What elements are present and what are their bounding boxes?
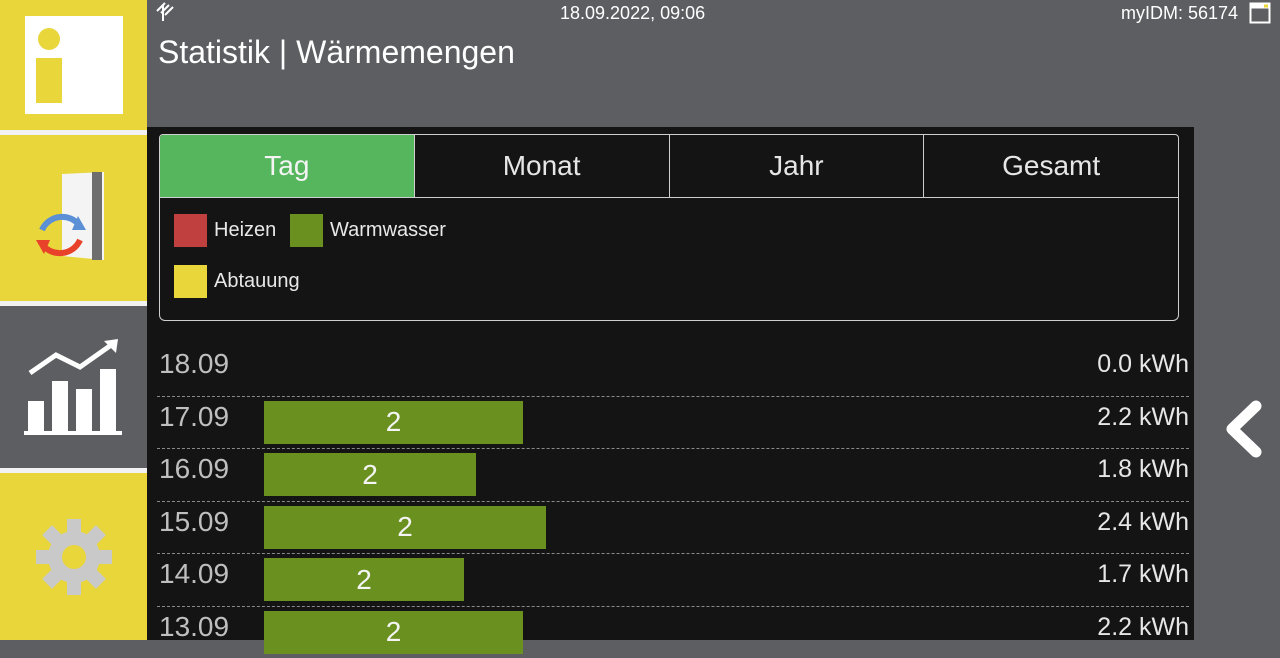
tab-total[interactable]: Gesamt: [923, 135, 1178, 197]
bar-chart-trend-icon: [24, 337, 124, 437]
row-total: 0.0 kWh: [1097, 350, 1189, 379]
row-date: 14.09: [159, 558, 229, 590]
legend-swatch: [174, 214, 207, 247]
datetime: 18.09.2022, 09:06: [560, 3, 705, 24]
tab-day[interactable]: Tag: [160, 135, 414, 197]
energy-bar: 2: [264, 401, 523, 444]
info-icon: [25, 16, 123, 114]
sidebar-item-info[interactable]: [0, 0, 147, 130]
row-date: 18.09: [159, 348, 229, 380]
window-icon[interactable]: [1249, 2, 1271, 24]
table-row: 15.09 2 2.4 kWh: [157, 502, 1189, 555]
bar-label: 2: [362, 459, 378, 491]
device-id: myIDM: 56174: [1121, 3, 1238, 24]
bar-label: 2: [386, 616, 402, 648]
bar-label: 2: [386, 406, 402, 438]
table-row: 16.09 2 1.8 kWh: [157, 449, 1189, 502]
row-date: 17.09: [159, 401, 229, 433]
legend: Heizen Warmwasser Abtauung: [159, 197, 1179, 321]
sidebar: [0, 0, 147, 640]
legend-item-defrost: Abtauung: [174, 265, 300, 298]
tab-month[interactable]: Monat: [414, 135, 669, 197]
bar-label: 2: [397, 511, 413, 543]
row-date: 16.09: [159, 453, 229, 485]
row-total: 2.2 kWh: [1097, 613, 1189, 642]
period-tabs: Tag Monat Jahr Gesamt: [159, 134, 1179, 198]
daily-energy-list: 18.09 0.0 kWh 17.09 2 2.2 kWh 16.09 2 1.…: [157, 344, 1189, 658]
row-total: 1.7 kWh: [1097, 560, 1189, 589]
legend-label: Abtauung: [214, 270, 300, 293]
energy-bar: 2: [264, 453, 476, 496]
sidebar-item-system[interactable]: [0, 135, 147, 301]
legend-swatch: [174, 265, 207, 298]
bar-label: 2: [356, 564, 372, 596]
tab-year[interactable]: Jahr: [669, 135, 924, 197]
gear-icon: [34, 517, 114, 597]
signal-icon: [155, 1, 177, 23]
chevron-left-icon[interactable]: [1220, 398, 1270, 460]
table-row: 14.09 2 1.7 kWh: [157, 554, 1189, 607]
table-row: 13.09 2 2.2 kWh: [157, 607, 1189, 658]
table-row: 18.09 0.0 kWh: [157, 344, 1189, 397]
sidebar-item-statistics[interactable]: [0, 306, 147, 468]
page-title: Statistik | Wärmemengen: [158, 34, 515, 71]
legend-item-heating: Heizen: [174, 214, 276, 247]
row-date: 15.09: [159, 506, 229, 538]
legend-item-hot-water: Warmwasser: [290, 214, 446, 247]
row-total: 1.8 kWh: [1097, 455, 1189, 484]
legend-swatch: [290, 214, 323, 247]
sidebar-item-settings[interactable]: [0, 473, 147, 640]
row-date: 13.09: [159, 611, 229, 643]
energy-bar: 2: [264, 558, 464, 601]
row-total: 2.2 kWh: [1097, 403, 1189, 432]
row-total: 2.4 kWh: [1097, 508, 1189, 537]
heatpump-cycle-icon: [34, 168, 114, 268]
legend-label: Heizen: [214, 219, 276, 242]
table-row: 17.09 2 2.2 kWh: [157, 397, 1189, 450]
statistics-panel: Tag Monat Jahr Gesamt Heizen Warmwasser …: [147, 127, 1194, 640]
legend-label: Warmwasser: [330, 219, 446, 242]
energy-bar: 2: [264, 506, 546, 549]
energy-bar: 2: [264, 611, 523, 654]
